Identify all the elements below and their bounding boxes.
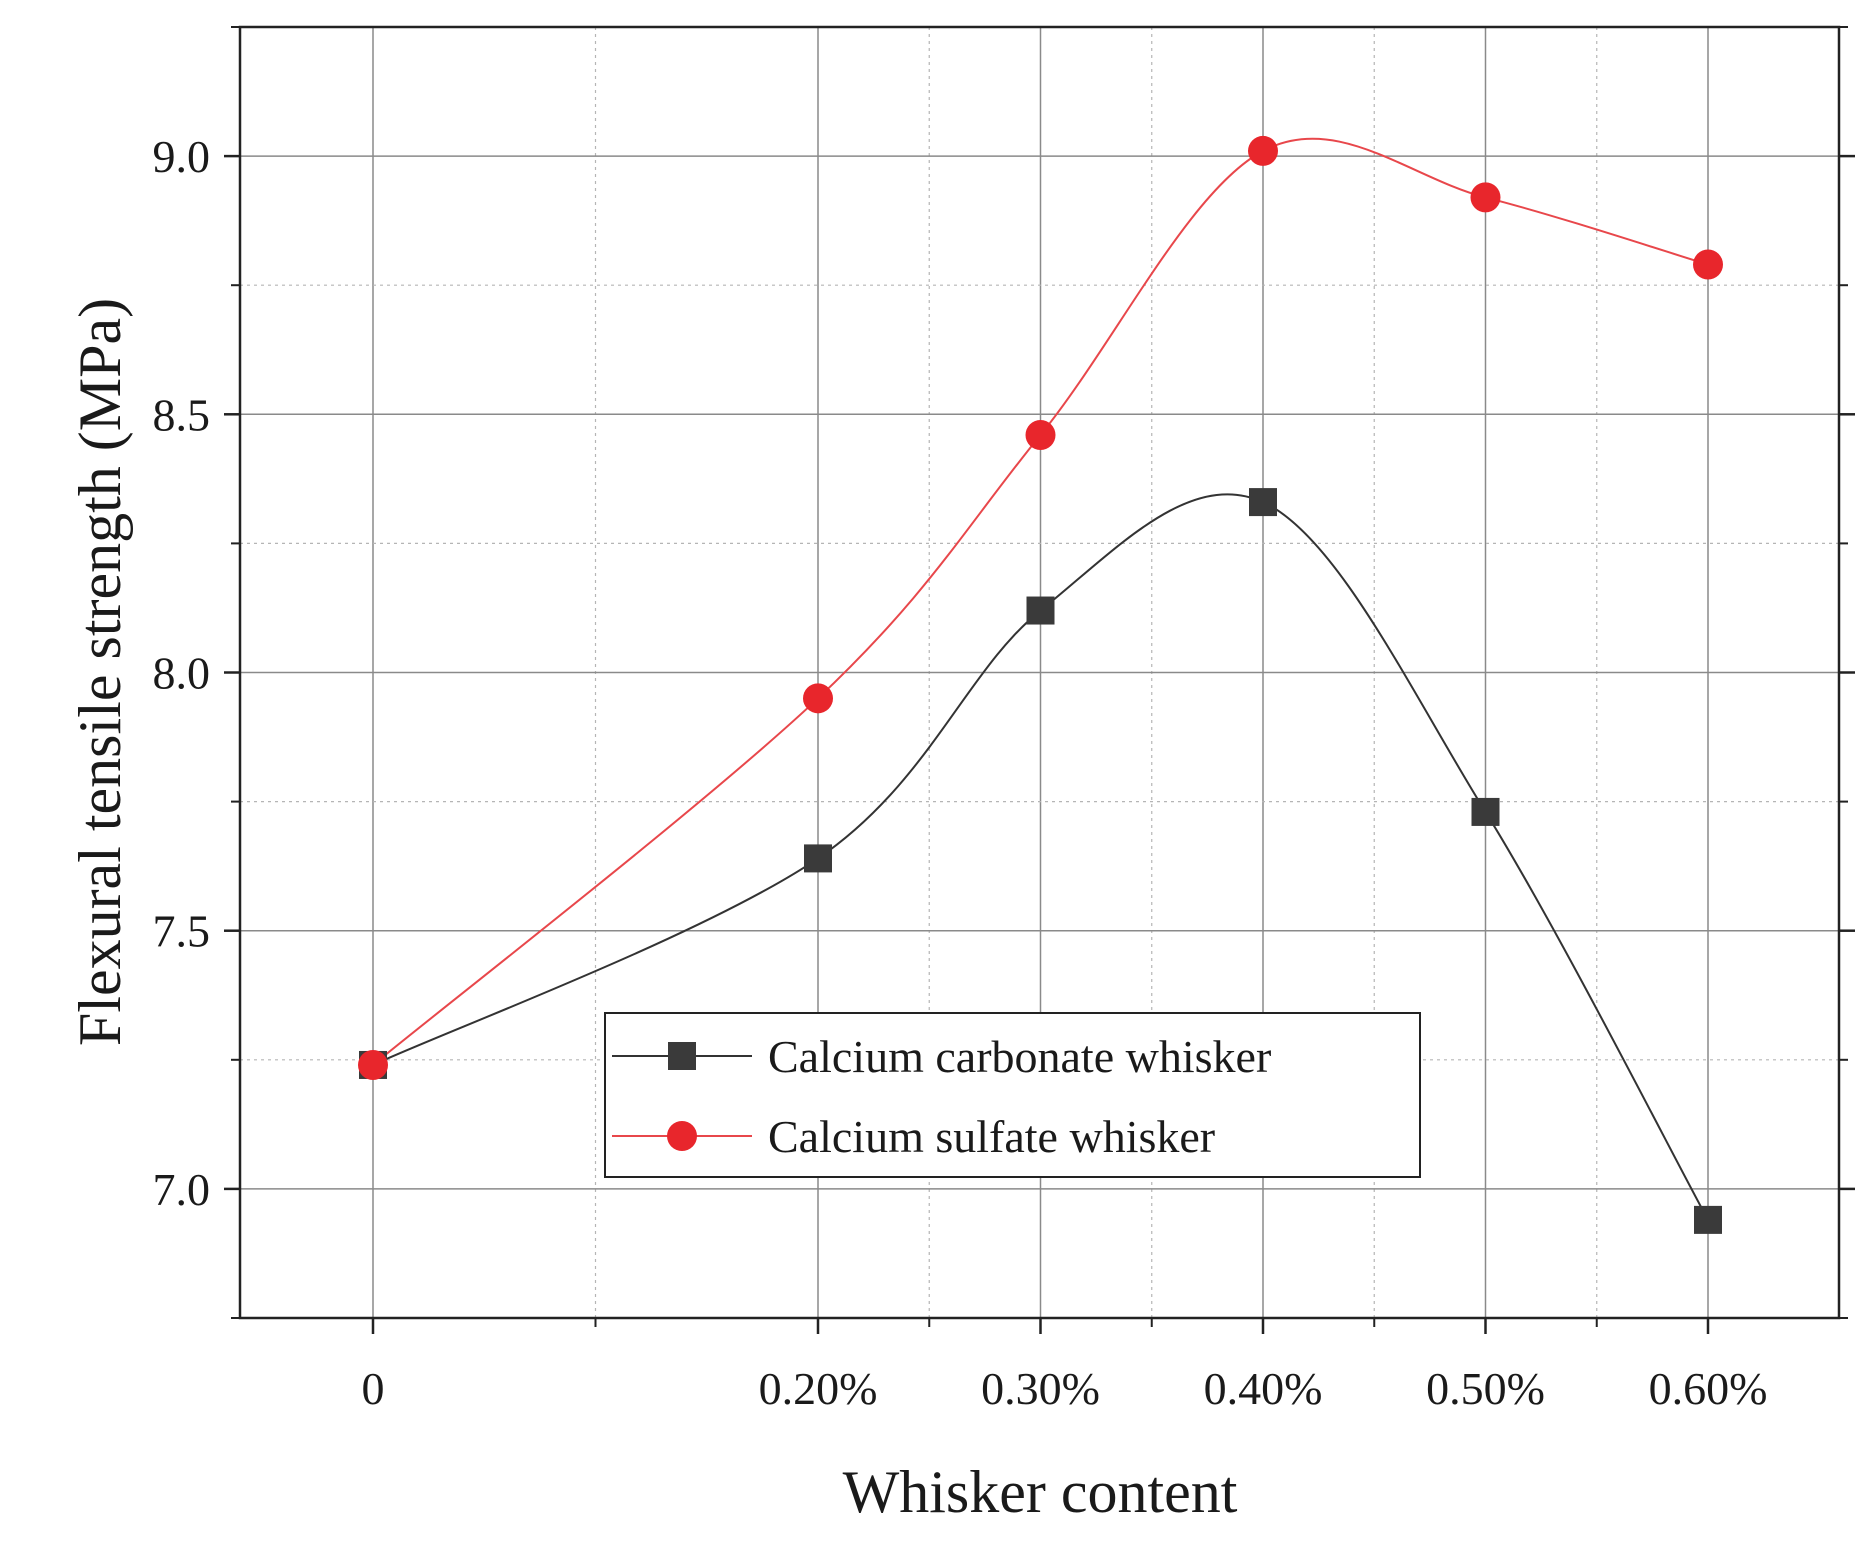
x-tick-labels: 0 0.20% 0.30% 0.40% 0.50% 0.60% [362,1363,1768,1414]
data-point-carbonate [1026,596,1055,625]
y-tick-label: 8.0 [153,648,211,699]
data-point-sulfate [358,1049,388,1080]
series-markers [358,135,1723,1234]
x-tick-label: 0.30% [981,1363,1100,1414]
x-axis-title: Whisker content [843,1459,1238,1525]
x-tick-label: 0 [362,1363,385,1414]
data-point-carbonate [1694,1205,1722,1234]
legend-marker-carbonate [668,1042,696,1070]
x-tick-label: 0.60% [1649,1363,1768,1414]
grid [240,27,1839,1318]
data-point-sulfate [1693,249,1723,280]
data-point-sulfate [1025,419,1056,450]
data-point-sulfate [803,683,833,714]
y-tick-label: 9.0 [153,131,211,182]
legend-marker-sulfate [667,1121,697,1151]
y-tick-labels: 7.0 7.5 8.0 8.5 9.0 [153,131,211,1215]
data-point-carbonate [1471,797,1500,826]
y-tick-label: 8.5 [153,389,211,440]
legend: Calcium carbonate whisker Calcium sulfat… [604,1012,1421,1178]
y-tick-label: 7.0 [153,1164,211,1215]
data-point-carbonate [804,844,832,873]
legend-label-carbonate: Calcium carbonate whisker [768,1031,1271,1082]
x-tick-label: 0.40% [1204,1363,1323,1414]
series-line-carbonate [372,493,1709,1221]
data-point-sulfate [1248,135,1278,166]
legend-label-sulfate: Calcium sulfate whisker [768,1111,1215,1162]
data-point-sulfate [1470,182,1501,213]
legend-box [604,1012,1421,1178]
y-tick-label: 7.5 [153,906,211,957]
data-point-carbonate [1249,488,1277,517]
axis-ticks [224,26,1855,1334]
x-tick-label: 0.20% [759,1363,878,1414]
x-tick-label: 0.50% [1426,1363,1545,1414]
y-axis-title: Flexural tensile strength (MPa) [67,298,133,1046]
